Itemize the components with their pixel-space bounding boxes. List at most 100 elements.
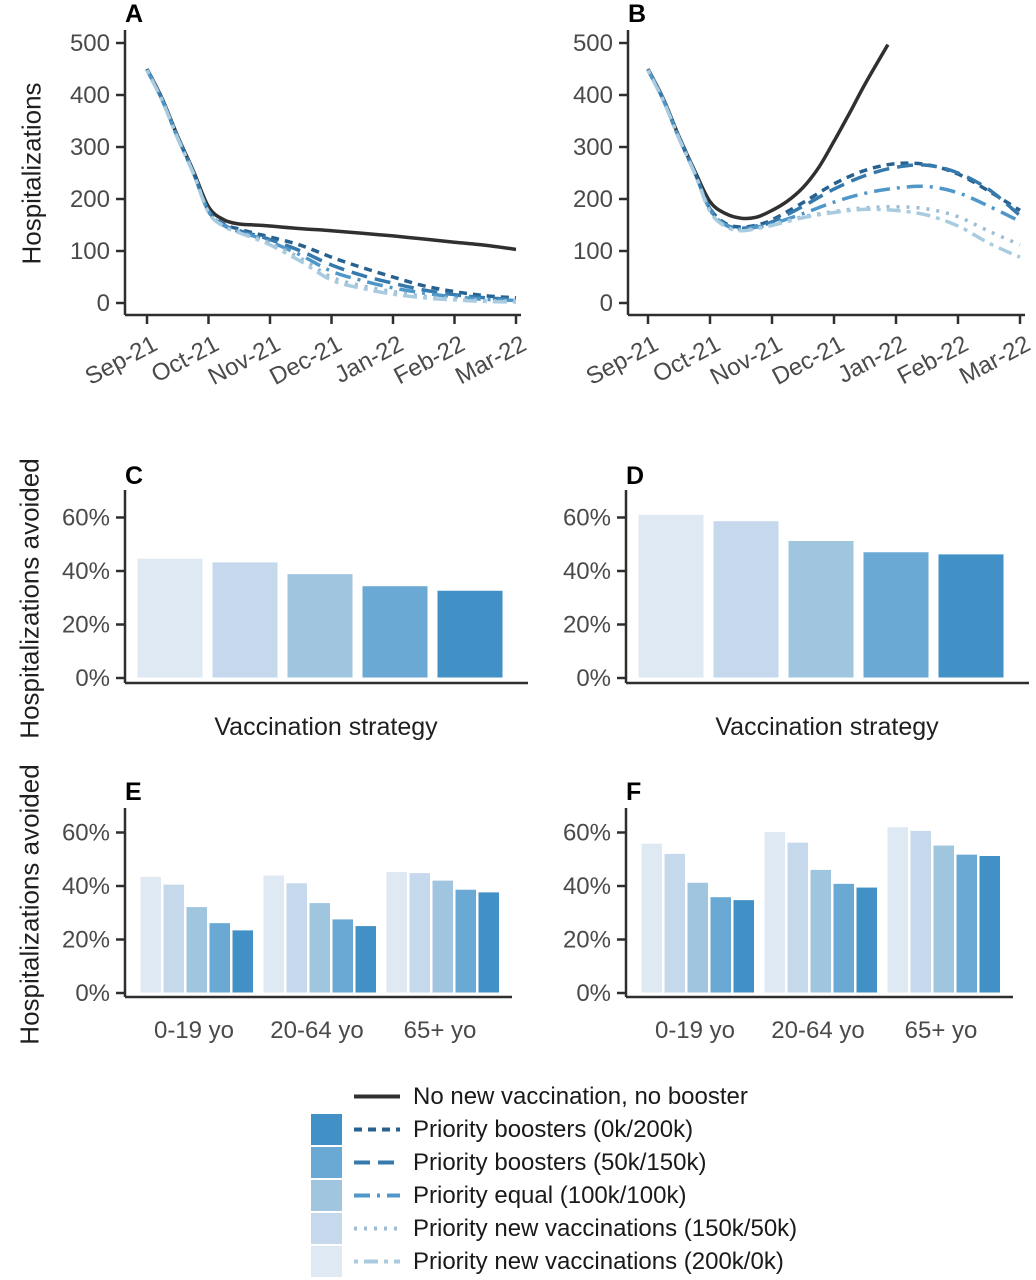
legend-label: Priority new vaccinations (150k/50k) bbox=[413, 1214, 798, 1242]
legend-swatch bbox=[311, 1213, 342, 1244]
bar-0-19-yo-priority-new-vaccinations-150k-50k bbox=[162, 883, 185, 994]
line-priority-new-vaccinations-200k-0k bbox=[145, 69, 517, 304]
y-tick-label: 0% bbox=[576, 980, 611, 1007]
bar-priority-boosters-50k-150k bbox=[862, 551, 930, 679]
panel-e: E 0% 20% 40% 60% 0-19 yo 20-64 yo 65+ yo bbox=[62, 778, 512, 1044]
x-tick-label-month: Feb-22 bbox=[389, 330, 469, 390]
legend-item-new-vacc-200k-0k: Priority new vaccinations (200k/0k) bbox=[311, 1246, 797, 1277]
legend-item-boosters-50k-150k: Priority boosters (50k/150k) bbox=[311, 1147, 797, 1178]
legend-item-boosters-0k-200k: Priority boosters (0k/200k) bbox=[311, 1114, 797, 1145]
bar-65-yo-priority-boosters-50k-150k bbox=[955, 853, 978, 994]
bar-0-19-yo-priority-new-vaccinations-200k-0k bbox=[139, 875, 162, 994]
line-no-new-vaccination-no-booster bbox=[145, 68, 517, 252]
bar-0-19-yo-priority-new-vaccinations-150k-50k bbox=[663, 852, 686, 994]
y-tick-label: 20% bbox=[563, 927, 611, 954]
bar-0-19-yo-priority-boosters-0k-200k bbox=[231, 929, 254, 994]
y-tick-label: 60% bbox=[62, 820, 110, 847]
legend-line-sample-dotted bbox=[352, 1213, 402, 1244]
x-axis-title-vaccination-strategy-d: Vaccination strategy bbox=[715, 713, 939, 741]
y-tick-label: 40% bbox=[62, 873, 110, 900]
line-priority-equal-100k-100k bbox=[646, 69, 1021, 231]
bar-20-64-yo-priority-new-vaccinations-150k-50k bbox=[285, 882, 308, 994]
bar-65-yo-priority-equal-100k-100k bbox=[431, 879, 454, 994]
line-priority-boosters-50k-150k bbox=[145, 68, 517, 302]
group-label-65-yo: 65+ yo bbox=[905, 1017, 978, 1044]
legend-label: Priority boosters (50k/150k) bbox=[413, 1148, 707, 1176]
x-tick-label-month: Mar-22 bbox=[451, 330, 531, 390]
y-tick-label: 300 bbox=[573, 134, 613, 161]
legend-line-sample-dotdash bbox=[352, 1180, 402, 1211]
x-tick-label-month: Sep-21 bbox=[81, 330, 162, 390]
panel-letter-d: D bbox=[626, 462, 644, 490]
y-axis-title-hospitalizations: Hospitalizations bbox=[16, 82, 47, 265]
panel-letter-f: F bbox=[626, 778, 641, 806]
bar-65-yo-priority-equal-100k-100k bbox=[932, 844, 955, 994]
legend-line-sample-longdash bbox=[352, 1147, 402, 1178]
panel-f: F 0% 20% 40% 60% 0-19 yo 20-64 yo 65+ yo bbox=[563, 778, 1013, 1044]
legend-label: Priority new vaccinations (200k/0k) bbox=[413, 1247, 784, 1275]
bar-0-19-yo-priority-boosters-50k-150k bbox=[709, 896, 732, 994]
line-priority-new-vaccinations-150k-50k bbox=[646, 69, 1021, 247]
group-label-20-64-yo: 20-64 yo bbox=[270, 1017, 363, 1044]
y-tick-label: 0% bbox=[75, 980, 110, 1007]
bar-0-19-yo-priority-boosters-0k-200k bbox=[732, 899, 755, 994]
bar-priority-new-vaccinations-150k-50k bbox=[712, 520, 780, 679]
bar-priority-boosters-0k-200k bbox=[937, 553, 1005, 679]
y-tick-label: 0 bbox=[600, 290, 613, 317]
x-tick-label-month: Dec-21 bbox=[265, 330, 346, 390]
x-tick-label-month: Sep-21 bbox=[582, 330, 663, 390]
legend-item-no-vaccination: No new vaccination, no booster bbox=[311, 1081, 797, 1112]
y-tick-label: 20% bbox=[563, 612, 611, 639]
group-label-65-yo: 65+ yo bbox=[404, 1017, 477, 1044]
bar-20-64-yo-priority-new-vaccinations-200k-0k bbox=[763, 830, 786, 994]
legend-swatch bbox=[311, 1180, 342, 1211]
panel-c: C 0% 20% 40% 60% bbox=[62, 462, 528, 692]
y-axis-title-hospitalizations-avoided-row3: Hospitalizations avoided bbox=[14, 764, 45, 1045]
bar-65-yo-priority-new-vaccinations-200k-0k bbox=[385, 871, 408, 994]
y-tick-label: 300 bbox=[70, 134, 110, 161]
y-tick-label: 60% bbox=[563, 505, 611, 532]
y-tick-label: 100 bbox=[573, 238, 613, 265]
y-tick-label: 40% bbox=[563, 873, 611, 900]
legend-label: Priority boosters (0k/200k) bbox=[413, 1115, 694, 1143]
bar-0-19-yo-priority-boosters-50k-150k bbox=[208, 922, 231, 994]
y-tick-label: 40% bbox=[563, 558, 611, 585]
y-tick-label: 200 bbox=[573, 186, 613, 213]
group-label-0-19-yo: 0-19 yo bbox=[655, 1017, 735, 1044]
y-tick-label: 40% bbox=[62, 558, 110, 585]
y-tick-label: 500 bbox=[70, 30, 110, 57]
y-tick-label: 20% bbox=[62, 927, 110, 954]
bar-0-19-yo-priority-equal-100k-100k bbox=[185, 906, 208, 994]
line-no-new-vaccination-no-booster bbox=[646, 43, 890, 221]
bar-20-64-yo-priority-boosters-50k-150k bbox=[331, 918, 354, 994]
y-tick-label: 400 bbox=[573, 82, 613, 109]
bar-0-19-yo-priority-equal-100k-100k bbox=[686, 881, 709, 994]
line-priority-boosters-50k-150k bbox=[646, 68, 1022, 230]
panel-b: B0100200300400500Sep-21Oct-21Nov-21Dec-2… bbox=[573, 0, 1035, 391]
y-tick-label: 0 bbox=[97, 290, 110, 317]
bar-20-64-yo-priority-new-vaccinations-150k-50k bbox=[786, 841, 809, 994]
bar-65-yo-priority-new-vaccinations-150k-50k bbox=[408, 872, 431, 994]
bar-priority-boosters-50k-150k bbox=[361, 585, 429, 679]
y-tick-label: 20% bbox=[62, 612, 110, 639]
y-tick-label: 60% bbox=[563, 820, 611, 847]
x-tick-label-month: Jan-22 bbox=[833, 330, 910, 388]
bar-priority-new-vaccinations-200k-0k bbox=[637, 513, 705, 679]
panel-letter-b: B bbox=[628, 0, 646, 28]
bar-65-yo-priority-new-vaccinations-150k-50k bbox=[909, 829, 932, 994]
y-tick-label: 200 bbox=[70, 186, 110, 213]
legend-item-equal-100k-100k: Priority equal (100k/100k) bbox=[311, 1180, 797, 1211]
bar-20-64-yo-priority-boosters-50k-150k bbox=[832, 882, 855, 994]
legend-swatch bbox=[311, 1114, 342, 1145]
bar-0-19-yo-priority-new-vaccinations-200k-0k bbox=[640, 842, 663, 994]
x-tick-label-month: Mar-22 bbox=[955, 330, 1035, 390]
bar-priority-equal-100k-100k bbox=[787, 540, 855, 679]
y-tick-label: 60% bbox=[62, 505, 110, 532]
legend-label: No new vaccination, no booster bbox=[413, 1082, 748, 1110]
panel-letter-a: A bbox=[125, 0, 143, 28]
bar-65-yo-priority-boosters-0k-200k bbox=[477, 891, 500, 994]
legend-swatch bbox=[311, 1246, 342, 1277]
legend-label: Priority equal (100k/100k) bbox=[413, 1181, 687, 1209]
bar-65-yo-priority-boosters-0k-200k bbox=[978, 855, 1001, 994]
